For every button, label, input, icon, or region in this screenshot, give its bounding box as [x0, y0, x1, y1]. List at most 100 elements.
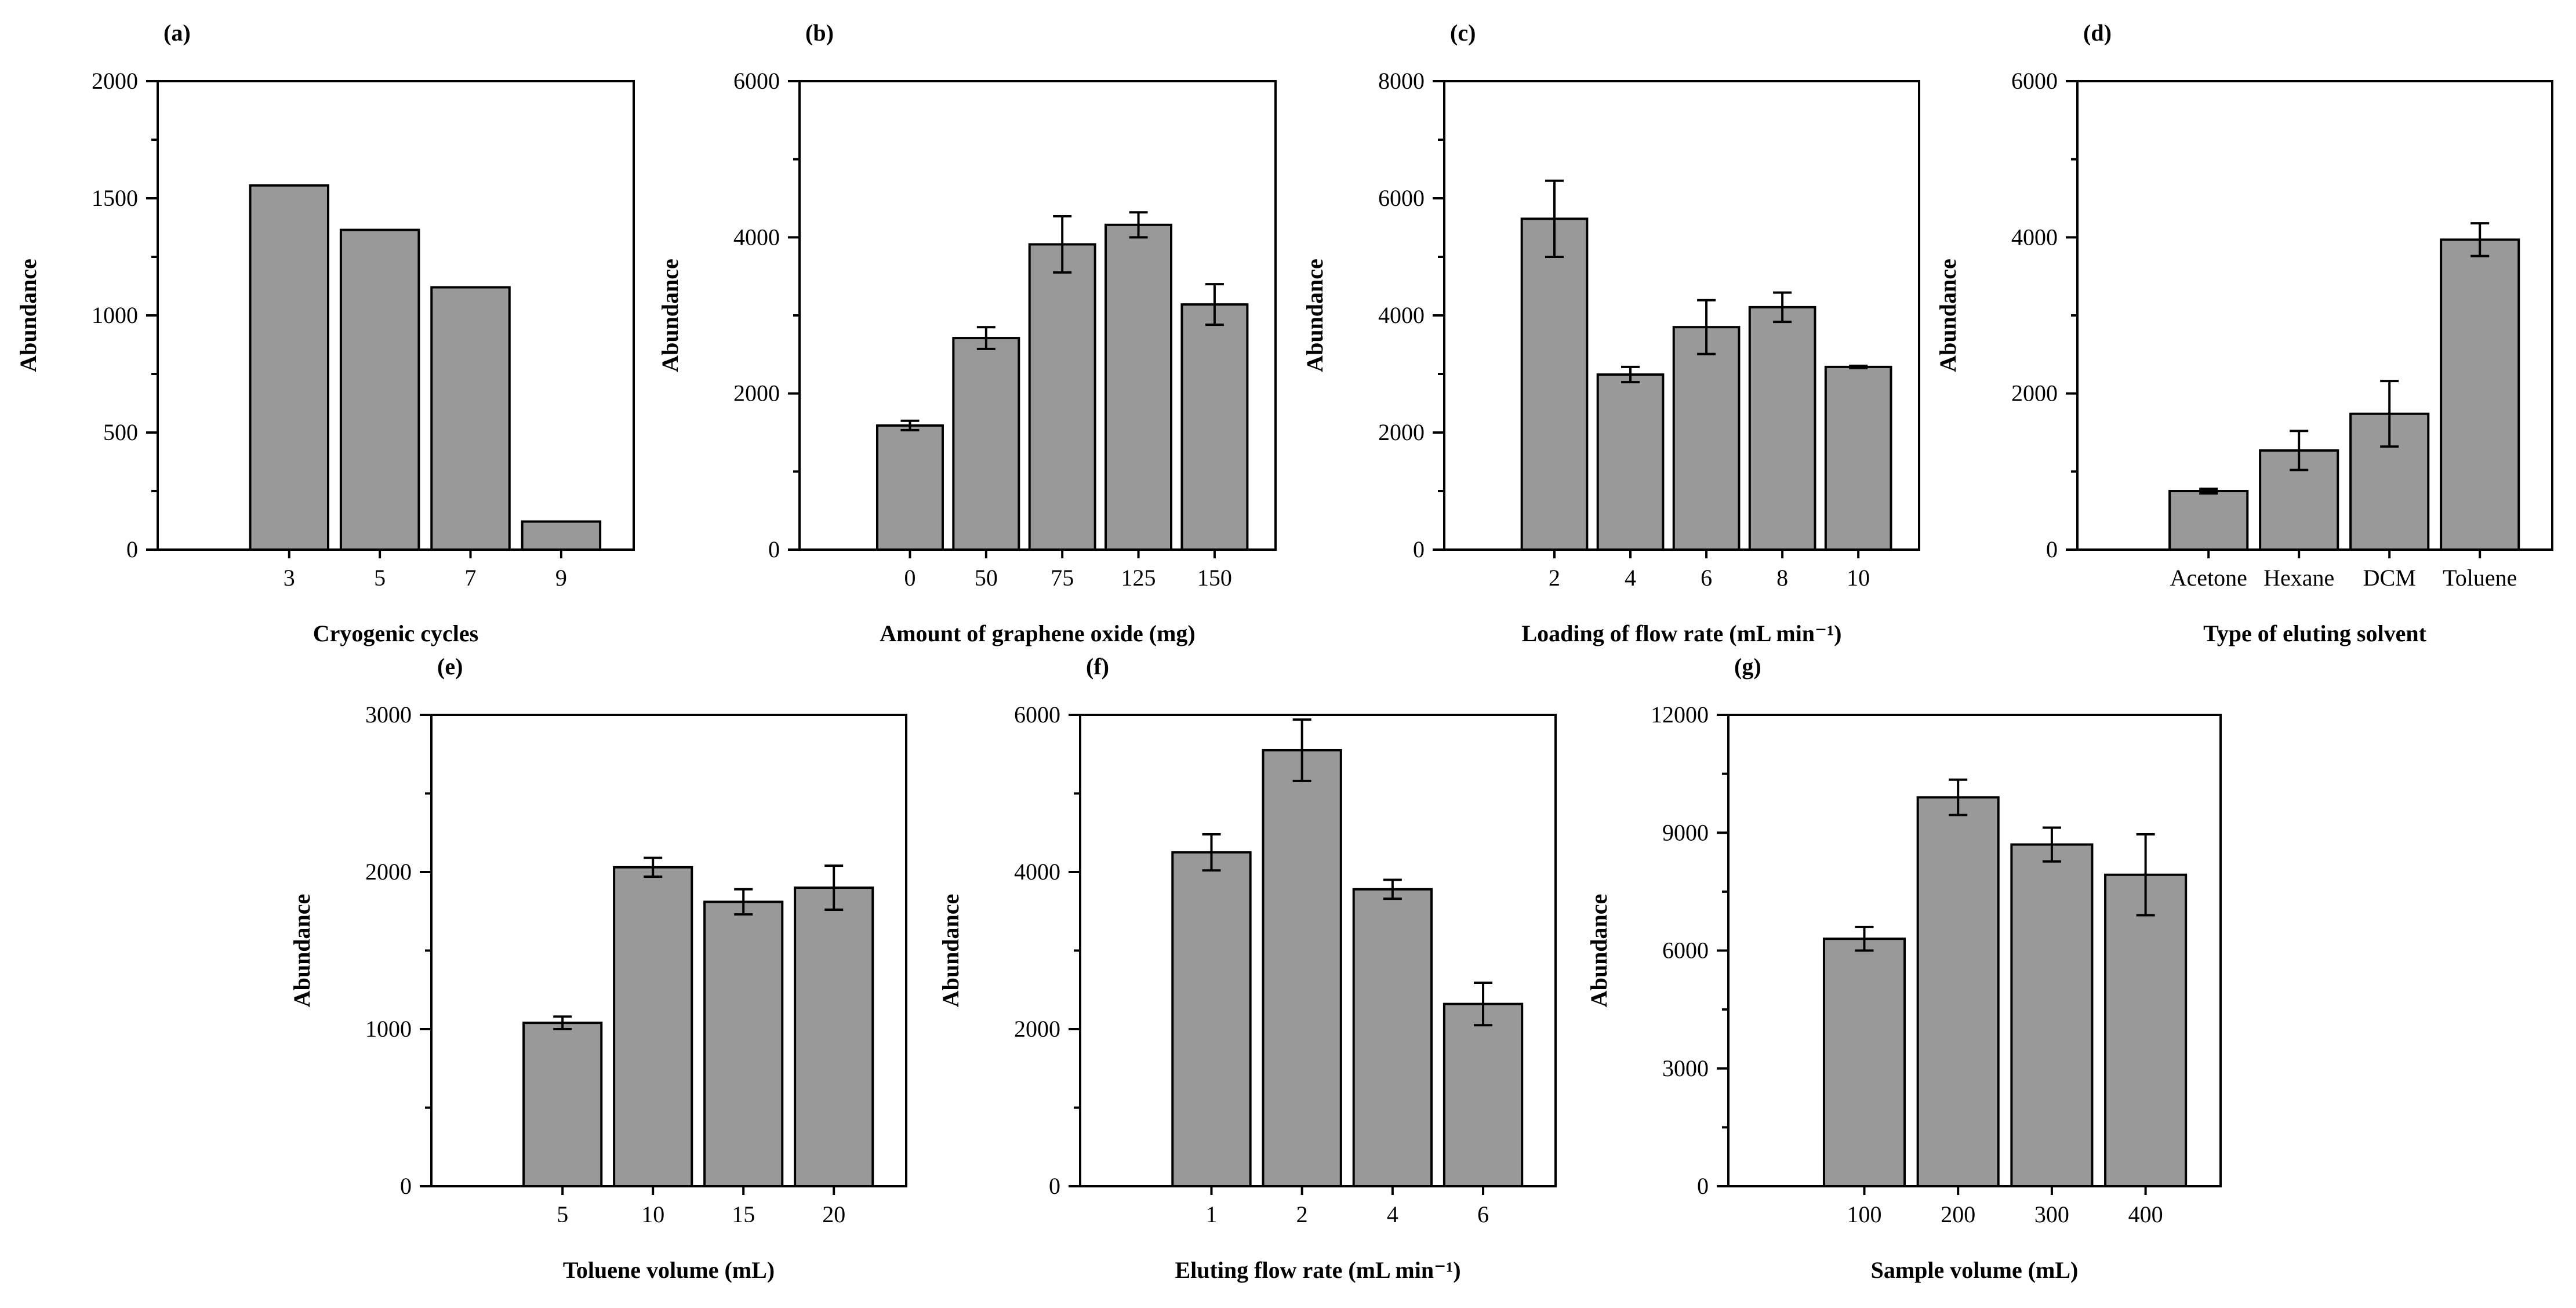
x-tick-label: 2 [1549, 565, 1560, 591]
x-tick-label: 15 [732, 1201, 755, 1227]
y-tick-label: 2000 [2011, 380, 2058, 406]
y-tick-label: 1000 [92, 302, 138, 328]
y-tick-label: 6000 [2011, 68, 2058, 94]
y-tick-label: 2000 [92, 68, 138, 94]
y-tick-label: 4000 [1378, 302, 1425, 328]
bar [1824, 365, 1892, 551]
y-tick-label: 4000 [2011, 224, 2058, 250]
x-axis-title: Type of eluting solvent [2203, 620, 2427, 646]
x-tick-label: 1 [1205, 1201, 1217, 1227]
bar [521, 520, 602, 551]
bar [1028, 243, 1096, 551]
bar [2010, 843, 2094, 1187]
x-tick-label: 75 [1051, 565, 1074, 591]
x-axis-title: Loading of flow rate (mL min⁻¹) [1522, 620, 1842, 646]
chart-panel-a: 0 500 1000 1500 2000 3 5 7 9 Cryogenic cycles Abun… [15, 20, 635, 646]
x-tick-label: 10 [1847, 565, 1870, 591]
x-tick-label: 5 [374, 565, 386, 591]
x-tick-label: 300 [2034, 1201, 2069, 1227]
bar [1104, 223, 1173, 551]
y-tick-label: 0 [126, 536, 138, 562]
y-axis-title: Abundance [15, 259, 41, 372]
bar [703, 900, 784, 1187]
bar [794, 886, 874, 1187]
bar [2440, 238, 2520, 551]
y-tick-label: 1000 [365, 1016, 412, 1042]
x-tick-label: 200 [1941, 1201, 1975, 1227]
y-tick-label: 0 [1697, 1173, 1709, 1199]
y-tick-label: 1500 [92, 185, 138, 211]
panel-label: (a) [164, 20, 191, 46]
panel-label: (f) [1086, 653, 1109, 680]
bar [1352, 888, 1433, 1188]
bar [1822, 938, 1906, 1188]
x-tick-label: 3 [284, 565, 295, 591]
bar [430, 286, 511, 551]
bar [1672, 326, 1741, 551]
y-tick-label: 2000 [365, 859, 412, 885]
x-tick-label: 4 [1625, 565, 1636, 591]
x-tick-label: 150 [1197, 565, 1232, 591]
bar [952, 337, 1020, 551]
bar [249, 184, 329, 551]
bar [1520, 217, 1589, 551]
x-tick-label: Acetone [2170, 565, 2247, 591]
x-axis-title: Sample volume (mL) [1871, 1257, 2079, 1283]
y-tick-label: 2000 [733, 380, 780, 406]
x-tick-label: 4 [1387, 1201, 1398, 1227]
x-axis-title: Toluene volume (mL) [563, 1257, 775, 1283]
x-tick-label: 8 [1776, 565, 1788, 591]
bar [1443, 1002, 1524, 1187]
x-tick-label: 400 [2128, 1201, 2163, 1227]
x-tick-label: 2 [1296, 1201, 1308, 1227]
x-tick-label: 0 [904, 565, 915, 591]
y-axis-title: Abundance [657, 259, 683, 372]
x-tick-label: Hexane [2263, 565, 2334, 591]
panel-label: (d) [2083, 20, 2112, 46]
y-tick-label: 6000 [1378, 185, 1425, 211]
bar [1916, 796, 2000, 1187]
panel-label: (b) [805, 20, 834, 46]
x-axis-title: Eluting flow rate (mL min⁻¹) [1175, 1257, 1460, 1283]
x-tick-label: 100 [1847, 1201, 1881, 1227]
bar [1596, 373, 1665, 551]
x-tick-label: 125 [1121, 565, 1156, 591]
y-tick-label: 6000 [1014, 702, 1060, 728]
y-tick-label: 6000 [1662, 938, 1709, 964]
x-tick-label: 6 [1477, 1201, 1489, 1227]
y-axis-title: Abundance [1935, 259, 1961, 372]
y-axis-title: Abundance [938, 894, 964, 1008]
chart-panel-f: 0 2000 4000 6000 1 2 4 6 Eluting flow rate (mL m… [938, 653, 1557, 1283]
bar [339, 228, 420, 551]
y-tick-label: 4000 [733, 224, 780, 250]
panel-label: (c) [1450, 20, 1476, 46]
x-tick-label: 9 [555, 565, 567, 591]
y-tick-label: 500 [103, 419, 138, 445]
y-tick-label: 2000 [1014, 1016, 1060, 1042]
y-tick-label: 4000 [1014, 859, 1060, 885]
bar [2168, 490, 2249, 551]
x-tick-label: 6 [1701, 565, 1712, 591]
y-tick-label: 0 [1049, 1173, 1060, 1199]
bar [1180, 303, 1249, 551]
y-tick-label: 0 [2046, 536, 2058, 562]
y-tick-label: 0 [1413, 536, 1425, 562]
x-tick-label: 50 [975, 565, 998, 591]
panel-label: (g) [1734, 653, 1761, 680]
y-tick-label: 0 [400, 1173, 412, 1199]
bar [1171, 851, 1252, 1187]
y-axis-title: Abundance [1586, 894, 1612, 1008]
y-tick-label: 8000 [1378, 68, 1425, 94]
x-tick-label: 10 [641, 1201, 664, 1227]
chart-panel-b: 0 2000 4000 6000 0 50 75 125 150 Amount of graphe… [657, 20, 1277, 646]
bar [522, 1022, 603, 1188]
x-tick-label: 7 [465, 565, 477, 591]
bar [1262, 749, 1342, 1187]
x-axis-title: Cryogenic cycles [313, 620, 478, 646]
y-tick-label: 6000 [733, 68, 780, 94]
x-tick-label: 20 [822, 1201, 845, 1227]
bar [1748, 306, 1816, 551]
x-tick-label: DCM [2363, 565, 2416, 591]
x-tick-label: 5 [557, 1201, 568, 1227]
